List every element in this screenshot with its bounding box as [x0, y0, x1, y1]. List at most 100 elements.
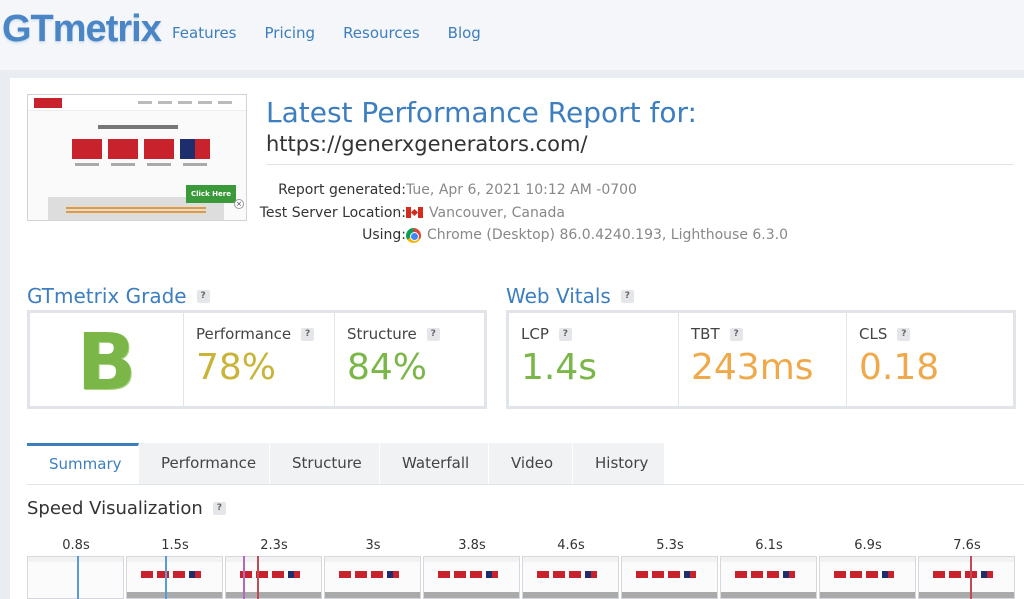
frame-tile — [949, 571, 961, 578]
frame-footer — [127, 592, 222, 598]
help-icon[interactable]: ? — [897, 327, 911, 341]
using-label: Using: — [362, 227, 406, 243]
divider — [266, 164, 1014, 165]
speed-visualization-filmstrip: 0.8s 1.5s 2.3s 3s 3.8s 4.6s 5.3s 6.1s 6.9s 7.6s — [27, 538, 1024, 599]
frame-footer — [919, 592, 1014, 598]
web-vitals-box: LCP? 1.4s TBT? 243ms CLS? 0.18 — [506, 310, 1016, 409]
filmstrip-frame[interactable] — [423, 556, 520, 599]
thumb-label — [75, 163, 99, 166]
frame-tile — [240, 571, 252, 578]
nav-features[interactable]: Features — [172, 24, 237, 42]
frame-tile — [256, 571, 268, 578]
grade-letter: B — [76, 318, 137, 408]
canada-flag-icon — [406, 207, 423, 218]
lcp-label: LCP? — [521, 325, 572, 343]
nav-resources[interactable]: Resources — [343, 24, 420, 42]
frame-tile — [783, 571, 795, 578]
frame-tile — [387, 571, 399, 578]
gtmetrix-grade-heading: GTmetrix Grade? — [27, 284, 210, 308]
frame-footer — [523, 592, 618, 598]
frame-topbar — [721, 557, 816, 562]
frame-tile — [684, 571, 696, 578]
help-icon[interactable]: ? — [212, 502, 226, 515]
frame-tile — [454, 571, 466, 578]
frame-footer — [622, 592, 717, 598]
frame-time: 1.5s — [161, 538, 189, 553]
nav-pricing[interactable]: Pricing — [264, 24, 316, 42]
thumb-tile — [108, 139, 138, 159]
report-url[interactable]: https://generxgenerators.com/ — [266, 132, 588, 156]
frame-topbar — [226, 557, 321, 562]
filmstrip-frame[interactable] — [225, 556, 322, 599]
thumb-topbar — [28, 95, 246, 111]
tab-waterfall[interactable]: Waterfall — [380, 443, 489, 484]
structure-label: Structure? — [347, 325, 440, 343]
frame-tile — [652, 571, 664, 578]
frame-footer — [424, 592, 519, 598]
tab-video[interactable]: Video — [489, 443, 573, 484]
grade-cell: B — [30, 313, 184, 408]
thumb-tile — [180, 139, 210, 159]
tab-history[interactable]: History — [573, 443, 665, 484]
frame-tile — [735, 571, 747, 578]
frame-tile — [668, 571, 680, 578]
help-icon[interactable]: ? — [426, 327, 440, 341]
frame-time: 6.1s — [755, 538, 783, 553]
thumb-tile — [144, 139, 174, 159]
frame-time: 3.8s — [458, 538, 486, 553]
help-icon[interactable]: ? — [301, 327, 315, 341]
tab-performance[interactable]: Performance — [139, 443, 270, 484]
report-tabs: Summary Performance Structure Waterfall … — [27, 443, 665, 484]
nav-blog[interactable]: Blog — [447, 24, 481, 42]
help-icon[interactable]: ? — [558, 327, 572, 341]
frame-time: 7.6s — [953, 538, 981, 553]
using-value: Chrome (Desktop) 86.0.4240.193, Lighthou… — [406, 227, 788, 243]
tbt-value: 243ms — [691, 347, 814, 388]
tab-summary[interactable]: Summary — [27, 443, 139, 484]
frame-tile — [981, 571, 993, 578]
top-header: GTmetrix Features Pricing Resources Blog — [0, 0, 1024, 70]
filmstrip-frame[interactable] — [918, 556, 1015, 599]
frame-time: 4.6s — [557, 538, 585, 553]
gtmetrix-logo[interactable]: GTmetrix — [2, 8, 162, 50]
frame-tile — [470, 571, 482, 578]
filmstrip-frame[interactable] — [126, 556, 223, 599]
timing-marker — [77, 556, 79, 599]
frame-tile — [486, 571, 498, 578]
frame-tile — [189, 571, 201, 578]
frame-footer — [325, 592, 420, 598]
tbt-label: TBT? — [691, 325, 743, 343]
generated-label: Report generated: — [278, 182, 406, 198]
frame-tile — [355, 571, 367, 578]
frame-topbar — [424, 557, 519, 562]
thumb-tile — [72, 139, 102, 159]
filmstrip-frame[interactable] — [621, 556, 718, 599]
help-icon[interactable]: ? — [196, 289, 210, 303]
frame-tile — [751, 571, 763, 578]
timing-marker — [243, 556, 245, 599]
tab-structure[interactable]: Structure — [270, 443, 380, 484]
help-icon[interactable]: ? — [620, 289, 634, 303]
main-nav: Features Pricing Resources Blog — [172, 24, 481, 42]
web-vitals-heading: Web Vitals? — [506, 284, 634, 308]
frame-tile — [438, 571, 450, 578]
lcp-value: 1.4s — [521, 347, 598, 388]
frame-topbar — [325, 557, 420, 562]
frame-topbar — [820, 557, 915, 562]
frame-tile — [882, 571, 894, 578]
filmstrip-frame[interactable] — [27, 556, 124, 599]
chrome-icon — [406, 227, 421, 243]
page-screenshot-thumbnail[interactable]: Click Here × — [27, 94, 247, 221]
filmstrip-frame[interactable] — [522, 556, 619, 599]
filmstrip-frame[interactable] — [720, 556, 817, 599]
help-icon[interactable]: ? — [729, 327, 743, 341]
filmstrip-frame[interactable] — [819, 556, 916, 599]
frame-time: 3s — [365, 538, 381, 553]
thumb-title — [98, 125, 178, 129]
filmstrip-frame[interactable] — [324, 556, 421, 599]
thumb-label — [147, 163, 171, 166]
thumb-nav — [138, 101, 238, 104]
frame-tile — [767, 571, 779, 578]
location-value: Vancouver, Canada — [406, 205, 565, 221]
cls-value: 0.18 — [859, 347, 940, 388]
